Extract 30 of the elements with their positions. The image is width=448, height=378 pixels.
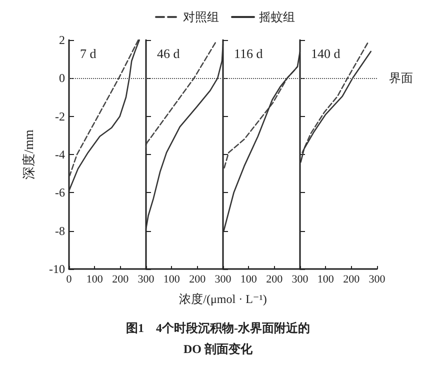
caption: 图1 4个时段沉积物-水界面附近的 <box>126 321 310 335</box>
x-tick-label: 300 <box>138 274 155 286</box>
y-tick-label: -10 <box>49 262 65 276</box>
x-tick-label: 100 <box>317 274 334 286</box>
x-tick-label: 200 <box>343 274 360 286</box>
text: 140 d <box>311 46 341 61</box>
y-tick-label: 2 <box>59 33 65 47</box>
text: 116 d <box>234 46 264 61</box>
text: 46 d <box>157 46 180 61</box>
y-axis-title: 深度/mm <box>21 130 36 180</box>
x-tick-label: 300 <box>368 274 386 286</box>
y-tick-label: -4 <box>55 148 65 162</box>
ref-line-label: 界面 <box>389 71 413 86</box>
legend-label: 摇蚊组 <box>259 10 295 24</box>
y-tick-label: -8 <box>55 224 65 238</box>
x-tick-label: 100 <box>240 274 258 286</box>
x-tick-label: 200 <box>189 274 206 286</box>
x-tick-label: 200 <box>266 274 284 286</box>
text: DO 剖面变化 <box>184 342 254 356</box>
legend-label: 对照组 <box>183 10 219 24</box>
text: 7 d <box>80 46 97 61</box>
x-tick-label: 100 <box>86 274 104 286</box>
x-axis-title: 浓度/(μmol · L⁻¹) <box>179 292 267 306</box>
y-tick-label: -2 <box>55 109 65 124</box>
y-tick-label: 0 <box>59 71 65 86</box>
x-tick-label: 200 <box>112 274 130 286</box>
x-tick-label: 300 <box>292 274 309 286</box>
x-tick-label: 100 <box>163 274 180 286</box>
y-tick-label: -6 <box>55 186 65 200</box>
x-tick-label: 300 <box>214 274 232 286</box>
